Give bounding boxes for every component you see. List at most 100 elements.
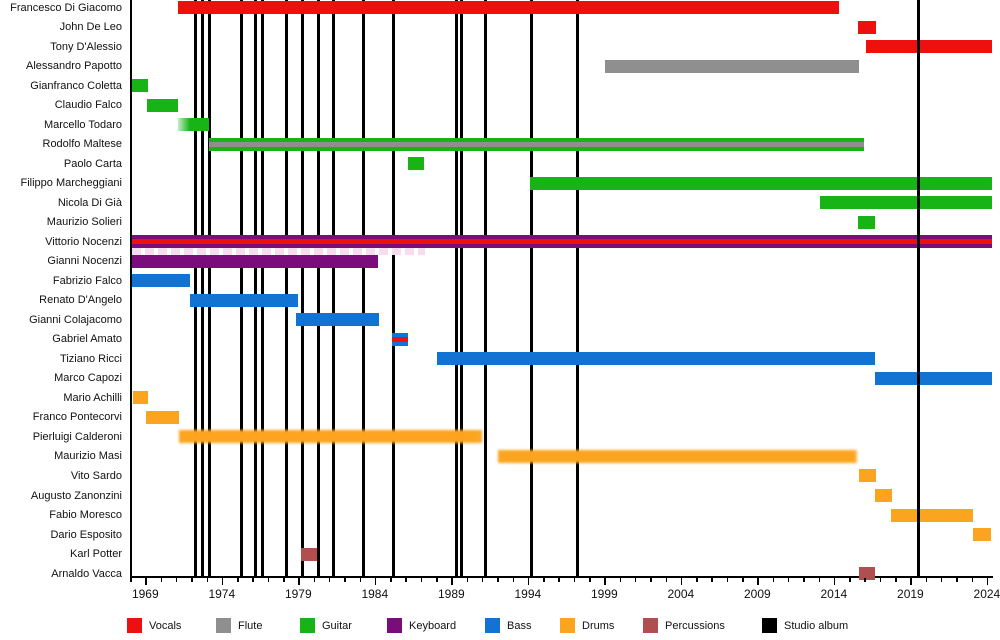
member-label: Marcello Todaro [43, 118, 122, 131]
axis-tick [604, 578, 606, 585]
member-bar [132, 254, 378, 268]
member-label: Nicola Di Già [57, 196, 122, 209]
axis-tick [726, 578, 729, 582]
axis-tick [237, 578, 239, 582]
axis-tick-label: 1974 [208, 587, 236, 601]
axis-tick [267, 578, 270, 582]
studio-album-line [239, 0, 243, 576]
member-bar [177, 118, 210, 132]
legend-label: Bass [507, 620, 532, 632]
axis-tick [390, 578, 392, 582]
member-bar [875, 489, 893, 502]
studio-album-line [301, 0, 305, 576]
axis-tick [650, 578, 652, 582]
axis-tick [680, 578, 683, 585]
axis-tick [130, 578, 132, 582]
axis-tick [283, 578, 285, 582]
axis-tick [895, 578, 897, 582]
member-bar [857, 20, 877, 34]
axis-tick [191, 578, 193, 582]
axis-tick [543, 578, 545, 582]
studio-album-line [260, 0, 264, 576]
legend-swatch [300, 618, 315, 633]
axis-tick-label: 2009 [743, 587, 771, 601]
bar-instrument-stripe [132, 239, 993, 245]
axis-tick-label: 2014 [820, 587, 848, 601]
axis-tick [512, 578, 515, 582]
axis-tick [940, 578, 943, 582]
member-label: Maurizio Solieri [46, 216, 122, 229]
member-label: Pierluigi Calderoni [32, 430, 122, 443]
studio-album-line [285, 0, 289, 576]
axis-tick [986, 578, 989, 585]
member-label: Augusto Zanonzini [30, 489, 122, 502]
axis-tick [573, 578, 576, 582]
studio-album-line [392, 0, 396, 576]
axis-tick [925, 578, 928, 582]
plot-area [130, 0, 993, 581]
axis-tick [818, 578, 821, 582]
member-label: Gianfranco Coletta [30, 79, 122, 92]
member-label: Gabriel Amato [52, 333, 122, 346]
member-label: Filippo Marcheggiani [20, 177, 123, 190]
member-label: Gianni Colajacomo [29, 313, 122, 326]
legend-label: Studio album [784, 620, 849, 632]
legend-swatch [643, 618, 658, 633]
axis-tick [711, 578, 713, 582]
axis-tick [757, 578, 759, 585]
legend-label: Flute [238, 620, 263, 632]
axis-tick-label: 1979 [284, 587, 312, 601]
axis-tick [481, 578, 484, 582]
axis-tick-label: 2024 [973, 587, 1000, 601]
axis-tick-label: 1989 [437, 587, 465, 601]
axis-tick [252, 578, 254, 582]
member-bar [296, 313, 379, 327]
legend-swatch [762, 618, 777, 633]
member-bar [858, 567, 876, 581]
member-bar [177, 1, 839, 14]
bar-instrument-stripe [392, 336, 409, 342]
axis-tick [864, 578, 866, 582]
member-bar [858, 469, 877, 483]
legend-swatch [485, 618, 500, 633]
member-label: Vittorio Nocenzi [45, 235, 122, 248]
axis-tick [436, 578, 438, 582]
axis-tick [558, 578, 560, 582]
studio-album-line [193, 0, 197, 576]
member-bar [392, 332, 409, 346]
member-bar [147, 98, 178, 112]
studio-album-line [576, 0, 580, 576]
axis-tick [772, 578, 775, 582]
member-label: Fabrizio Falco [52, 274, 122, 287]
member-label: Claudio Falco [54, 99, 122, 112]
axis-tick [634, 578, 637, 582]
member-bar [146, 410, 179, 424]
axis-tick [527, 578, 530, 585]
studio-album-line [917, 0, 921, 576]
legend-label: Drums [582, 620, 615, 632]
axis-tick [589, 578, 591, 582]
axis-tick [849, 578, 851, 582]
axis-tick [298, 578, 300, 585]
member-bar [866, 40, 993, 54]
axis-tick [879, 578, 882, 582]
member-bar [820, 196, 993, 210]
legend-label: Vocals [149, 620, 182, 632]
legend-label: Percussions [665, 620, 725, 632]
axis-tick [175, 578, 178, 582]
member-label: Arnaldo Vacca [51, 567, 122, 580]
member-label: John De Leo [59, 21, 122, 34]
axis-tick [665, 578, 668, 582]
studio-album-line [460, 0, 464, 576]
axis-tick [787, 578, 790, 582]
member-bar [132, 248, 426, 256]
studio-album-line [454, 0, 458, 576]
member-label: Gianni Nocenzi [47, 255, 122, 268]
axis-tick [160, 578, 163, 582]
member-bar [857, 215, 876, 229]
axis-tick [374, 578, 377, 585]
legend-swatch [387, 618, 402, 633]
axis-tick [328, 578, 331, 582]
member-label: Marco Capozi [54, 372, 122, 385]
